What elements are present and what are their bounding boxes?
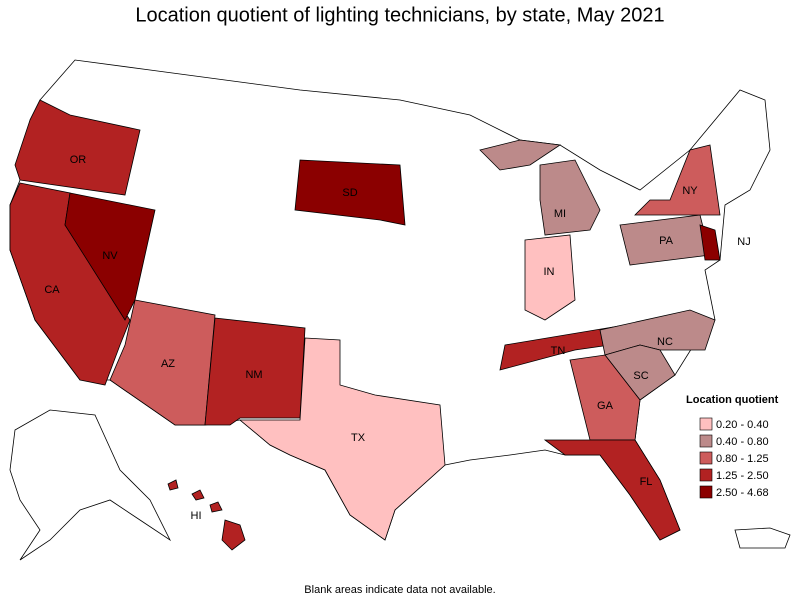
state-label: NY	[682, 185, 698, 197]
state-label: SD	[342, 187, 357, 199]
state-label: MI	[554, 208, 566, 220]
legend-label: 0.40 - 0.80	[716, 436, 769, 448]
footnote: Blank areas indicate data not available.	[304, 584, 495, 596]
state-shape	[634, 144, 721, 216]
state-shape	[209, 501, 223, 513]
legend-label: 1.25 - 2.50	[716, 470, 769, 482]
legend-swatch	[699, 485, 713, 499]
state-label: PA	[659, 235, 674, 247]
legend-swatch	[699, 417, 713, 431]
legend-title: Location quotient	[686, 394, 779, 406]
legend-swatch	[699, 451, 713, 465]
state-shape	[109, 299, 216, 426]
state-shape	[543, 439, 681, 541]
state-shape	[294, 159, 406, 226]
state-label: TN	[551, 345, 566, 357]
state-shape	[539, 159, 601, 236]
state-label: IN	[544, 266, 555, 278]
alaska	[9, 409, 172, 561]
legend-swatch	[699, 468, 713, 482]
legend-swatch	[699, 434, 713, 448]
state-label: HI	[191, 510, 202, 522]
state-shape	[479, 139, 562, 171]
state-label: NJ	[737, 236, 750, 248]
legend-label: 2.50 - 4.68	[716, 487, 769, 499]
state-shape	[499, 324, 626, 371]
state-label: OR	[70, 154, 87, 166]
state-label: SC	[633, 370, 648, 382]
state-label: NM	[245, 369, 262, 381]
legend-label: 0.80 - 1.25	[716, 453, 769, 465]
state-label: GA	[597, 400, 614, 412]
legend-label: 0.20 - 0.40	[716, 419, 769, 431]
state-label: CA	[44, 284, 60, 296]
state-shape	[167, 479, 179, 491]
puerto-rico	[734, 527, 791, 549]
state-shape	[64, 192, 156, 321]
state-label: TX	[351, 432, 366, 444]
state-shape	[569, 354, 641, 441]
state-shape	[191, 489, 205, 501]
state-label: NC	[657, 336, 673, 348]
state-shape	[238, 337, 446, 541]
state-shape	[221, 519, 246, 551]
map-title: Location quotient of lighting technician…	[135, 4, 664, 26]
state-label: NV	[102, 250, 118, 262]
state-shape	[204, 317, 306, 426]
state-label: AZ	[161, 358, 175, 370]
state-shape	[524, 234, 576, 321]
state-label: FL	[640, 476, 653, 488]
state-shape	[699, 224, 721, 261]
state-shape	[14, 99, 141, 196]
